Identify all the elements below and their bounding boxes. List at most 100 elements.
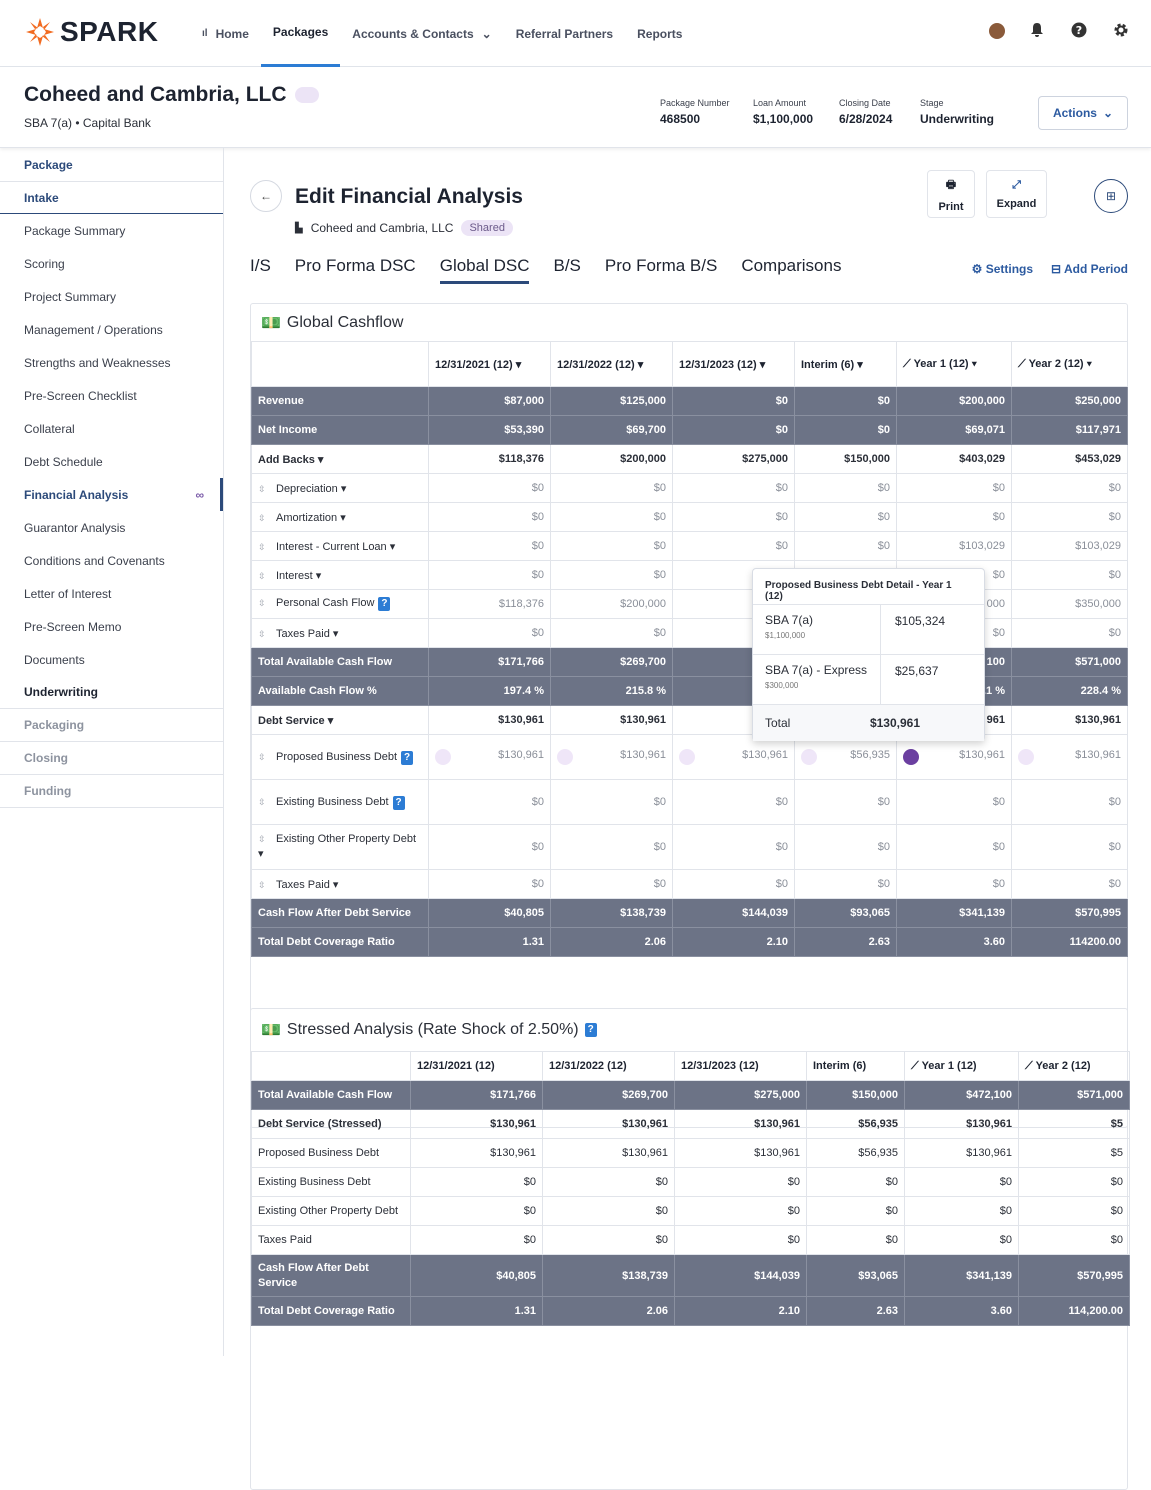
sort-handle-icon[interactable]: ⇳ — [258, 512, 266, 523]
help-icon[interactable]: ? — [401, 750, 414, 765]
link-icon[interactable] — [435, 749, 451, 765]
help-icon[interactable]: ? — [1071, 22, 1089, 40]
table-cell: $130,961 — [904, 1109, 1019, 1139]
settings-link[interactable]: ⚙ Settings — [971, 262, 1034, 276]
table-cell: $275,000 — [674, 1080, 807, 1110]
column-header[interactable]: 12/31/2021 (12) — [410, 1051, 543, 1081]
tab-global-dsc[interactable]: Global DSC — [439, 256, 530, 284]
stressed-analysis-card: 💵 Stressed Analysis (Rate Shock of 2.50%)… — [250, 1008, 1130, 1490]
sort-handle-icon[interactable]: ⇳ — [258, 570, 266, 581]
table-cell: $150,000 — [806, 1080, 905, 1110]
table-cell: $0 — [428, 618, 551, 648]
column-header[interactable]: 12/31/2023 (12) — [674, 1051, 807, 1081]
table-cell: $171,766 — [410, 1080, 543, 1110]
sidebar-item-letter[interactable]: Letter of Interest — [24, 586, 112, 601]
sidebar-item-documents[interactable]: Documents — [24, 652, 85, 667]
column-header[interactable]: ⟋ Year 1 (12) — [904, 1051, 1019, 1081]
link-icon[interactable] — [903, 749, 919, 765]
sort-handle-icon[interactable]: ⇳ — [258, 628, 266, 639]
gear-icon[interactable] — [1113, 22, 1131, 40]
back-button[interactable]: ← — [250, 180, 282, 212]
column-header[interactable]: 12/31/2022 (12) — [542, 1051, 675, 1081]
table-cell: $130,961 — [542, 1138, 675, 1168]
sort-handle-icon[interactable]: ⇳ — [258, 483, 266, 494]
link-icon[interactable] — [1018, 749, 1034, 765]
help-icon[interactable]: ? — [584, 1023, 597, 1037]
sort-handle-icon[interactable]: ⇳ — [258, 834, 266, 844]
column-header[interactable]: 12/31/2022 (12) ▾ — [550, 341, 673, 387]
column-header[interactable]: Interim (6) ▾ — [794, 341, 897, 387]
row-label: Cash Flow After Debt Service — [251, 898, 429, 928]
sidebar-item-debt-schedule[interactable]: Debt Schedule — [24, 454, 103, 469]
row-label: Existing Business Debt — [251, 1167, 411, 1197]
table-row: Available Cash Flow % 197.4 % 215.8 % .1 % 2… — [251, 676, 1128, 706]
sidebar-item-strengths[interactable]: Strengths and Weaknesses — [24, 355, 171, 370]
help-icon[interactable]: ? — [378, 597, 391, 611]
sidebar-item-guarantor[interactable]: Guarantor Analysis — [24, 520, 126, 535]
table-row: ⇳ Taxes Paid ▾ $0 $0 $0 $0 $0 $0 — [251, 869, 1128, 899]
column-header[interactable]: ⟋ Year 2 (12) — [1018, 1051, 1130, 1081]
table-row: Net Income $53,390 $69,700 $0 $0 $69,071 $117,… — [251, 415, 1128, 445]
sort-handle-icon[interactable]: ⇳ — [258, 751, 266, 762]
column-header[interactable]: 12/31/2021 (12) ▾ — [428, 341, 551, 387]
table-cell: $0 — [542, 1196, 675, 1226]
sidebar-item-prescreen-memo[interactable]: Pre-Screen Memo — [24, 619, 122, 634]
table-cell: $453,029 — [1011, 444, 1128, 474]
sidebar-item-underwriting[interactable]: Underwriting — [0, 676, 223, 709]
sidebar-item-project-summary[interactable]: Project Summary — [24, 289, 117, 304]
table-cell: $144,039 — [674, 1254, 807, 1297]
sort-handle-icon[interactable]: ⇳ — [258, 541, 266, 552]
table-cell: $118,376 — [428, 589, 551, 619]
link-icon[interactable] — [557, 749, 573, 765]
sidebar-item-conditions[interactable]: Conditions and Covenants — [24, 553, 165, 568]
link-icon[interactable] — [679, 749, 695, 765]
spark-logo[interactable]: SPARK — [24, 16, 158, 48]
sidebar-item-funding[interactable]: Funding — [0, 775, 223, 808]
sidebar-item-packaging[interactable]: Packaging — [0, 709, 223, 742]
sort-handle-icon[interactable]: ⇳ — [258, 598, 266, 608]
sort-handle-icon[interactable]: ⇳ — [258, 879, 266, 890]
sidebar-item-prescreen-checklist[interactable]: Pre-Screen Checklist — [24, 388, 137, 403]
row-label: Total Available Cash Flow — [251, 647, 429, 677]
link-icon[interactable] — [294, 87, 319, 104]
table-cell: $0 — [674, 1225, 807, 1255]
table-row: ⇳Personal Cash Flow?$118,376$200,000$200… — [251, 589, 1128, 619]
tab-pro-forma-dsc[interactable]: Pro Forma DSC — [294, 256, 416, 275]
add-period-link[interactable]: ⊟ Add Period — [1051, 262, 1128, 276]
sidebar-item-intake[interactable]: Intake — [0, 181, 223, 214]
bell-icon[interactable] — [1029, 22, 1047, 40]
link-icon[interactable] — [801, 749, 817, 765]
sort-handle-icon[interactable]: ⇳ — [258, 796, 266, 807]
nav-home[interactable]: ıl Home — [202, 26, 249, 41]
nav-referral-partners[interactable]: Referral Partners — [515, 26, 614, 41]
export-button[interactable]: ⊞ — [1094, 179, 1128, 213]
sidebar-item-scoring[interactable]: Scoring — [24, 256, 65, 271]
nav-reports[interactable]: Reports — [637, 26, 683, 41]
table-cell: $130,961 — [672, 734, 795, 780]
sidebar-item-collateral[interactable]: Collateral — [24, 421, 75, 436]
expand-button[interactable]: ⤢ Expand — [986, 170, 1047, 218]
table-cell: $0 — [1018, 1196, 1130, 1226]
help-icon[interactable]: ? — [392, 795, 405, 810]
sidebar-item-management[interactable]: Management / Operations — [24, 322, 163, 337]
column-header[interactable]: 12/31/2023 (12) ▾ — [672, 341, 795, 387]
tab-pro-forma-bs[interactable]: Pro Forma B/S — [604, 256, 718, 275]
table-cell: $130,961 — [896, 734, 1012, 780]
sidebar-item-package-summary[interactable]: Package Summary — [24, 223, 126, 238]
table-cell: $0 — [794, 473, 897, 503]
print-button[interactable]: 🖶 Print — [927, 170, 975, 218]
nav-accounts[interactable]: Accounts & Contacts ⌄ — [352, 26, 492, 41]
tab-bs[interactable]: B/S — [553, 256, 581, 275]
sidebar-item-closing[interactable]: Closing — [0, 742, 223, 775]
sidebar-item-package[interactable]: Package — [24, 157, 73, 172]
column-header[interactable]: Interim (6) — [806, 1051, 905, 1081]
sidebar-item-financial-analysis[interactable]: Financial Analysis ∞ — [0, 478, 223, 511]
column-header[interactable]: ⟋ Year 1 (12) ▾ — [896, 341, 1012, 387]
avatar[interactable] — [989, 23, 1005, 39]
column-header[interactable]: ⟋ Year 2 (12) ▾ — [1011, 341, 1128, 387]
expand-icon: ⤢ — [1012, 178, 1021, 191]
nav-packages[interactable]: Packages — [260, 0, 341, 67]
tab-is[interactable]: I/S — [250, 256, 271, 275]
actions-button[interactable]: Actions ⌄ — [1038, 96, 1128, 130]
tab-comparisons[interactable]: Comparisons — [741, 256, 842, 275]
